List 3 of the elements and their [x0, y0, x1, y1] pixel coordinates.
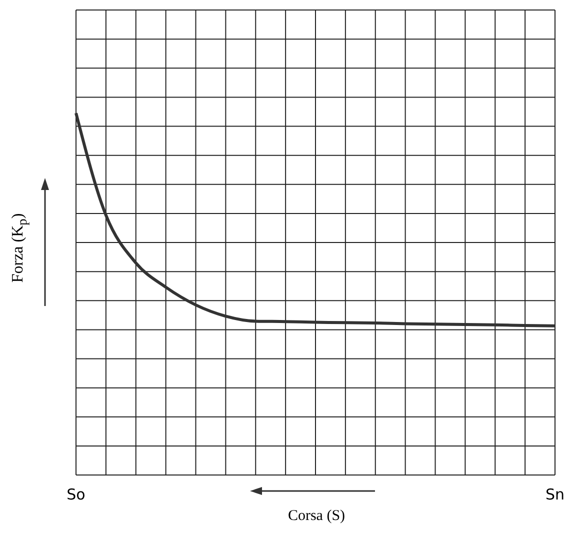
x-tick-label: Sn	[545, 486, 565, 504]
x-tick-label: So	[66, 486, 86, 504]
x-axis-title: Corsa (S)	[288, 508, 346, 524]
